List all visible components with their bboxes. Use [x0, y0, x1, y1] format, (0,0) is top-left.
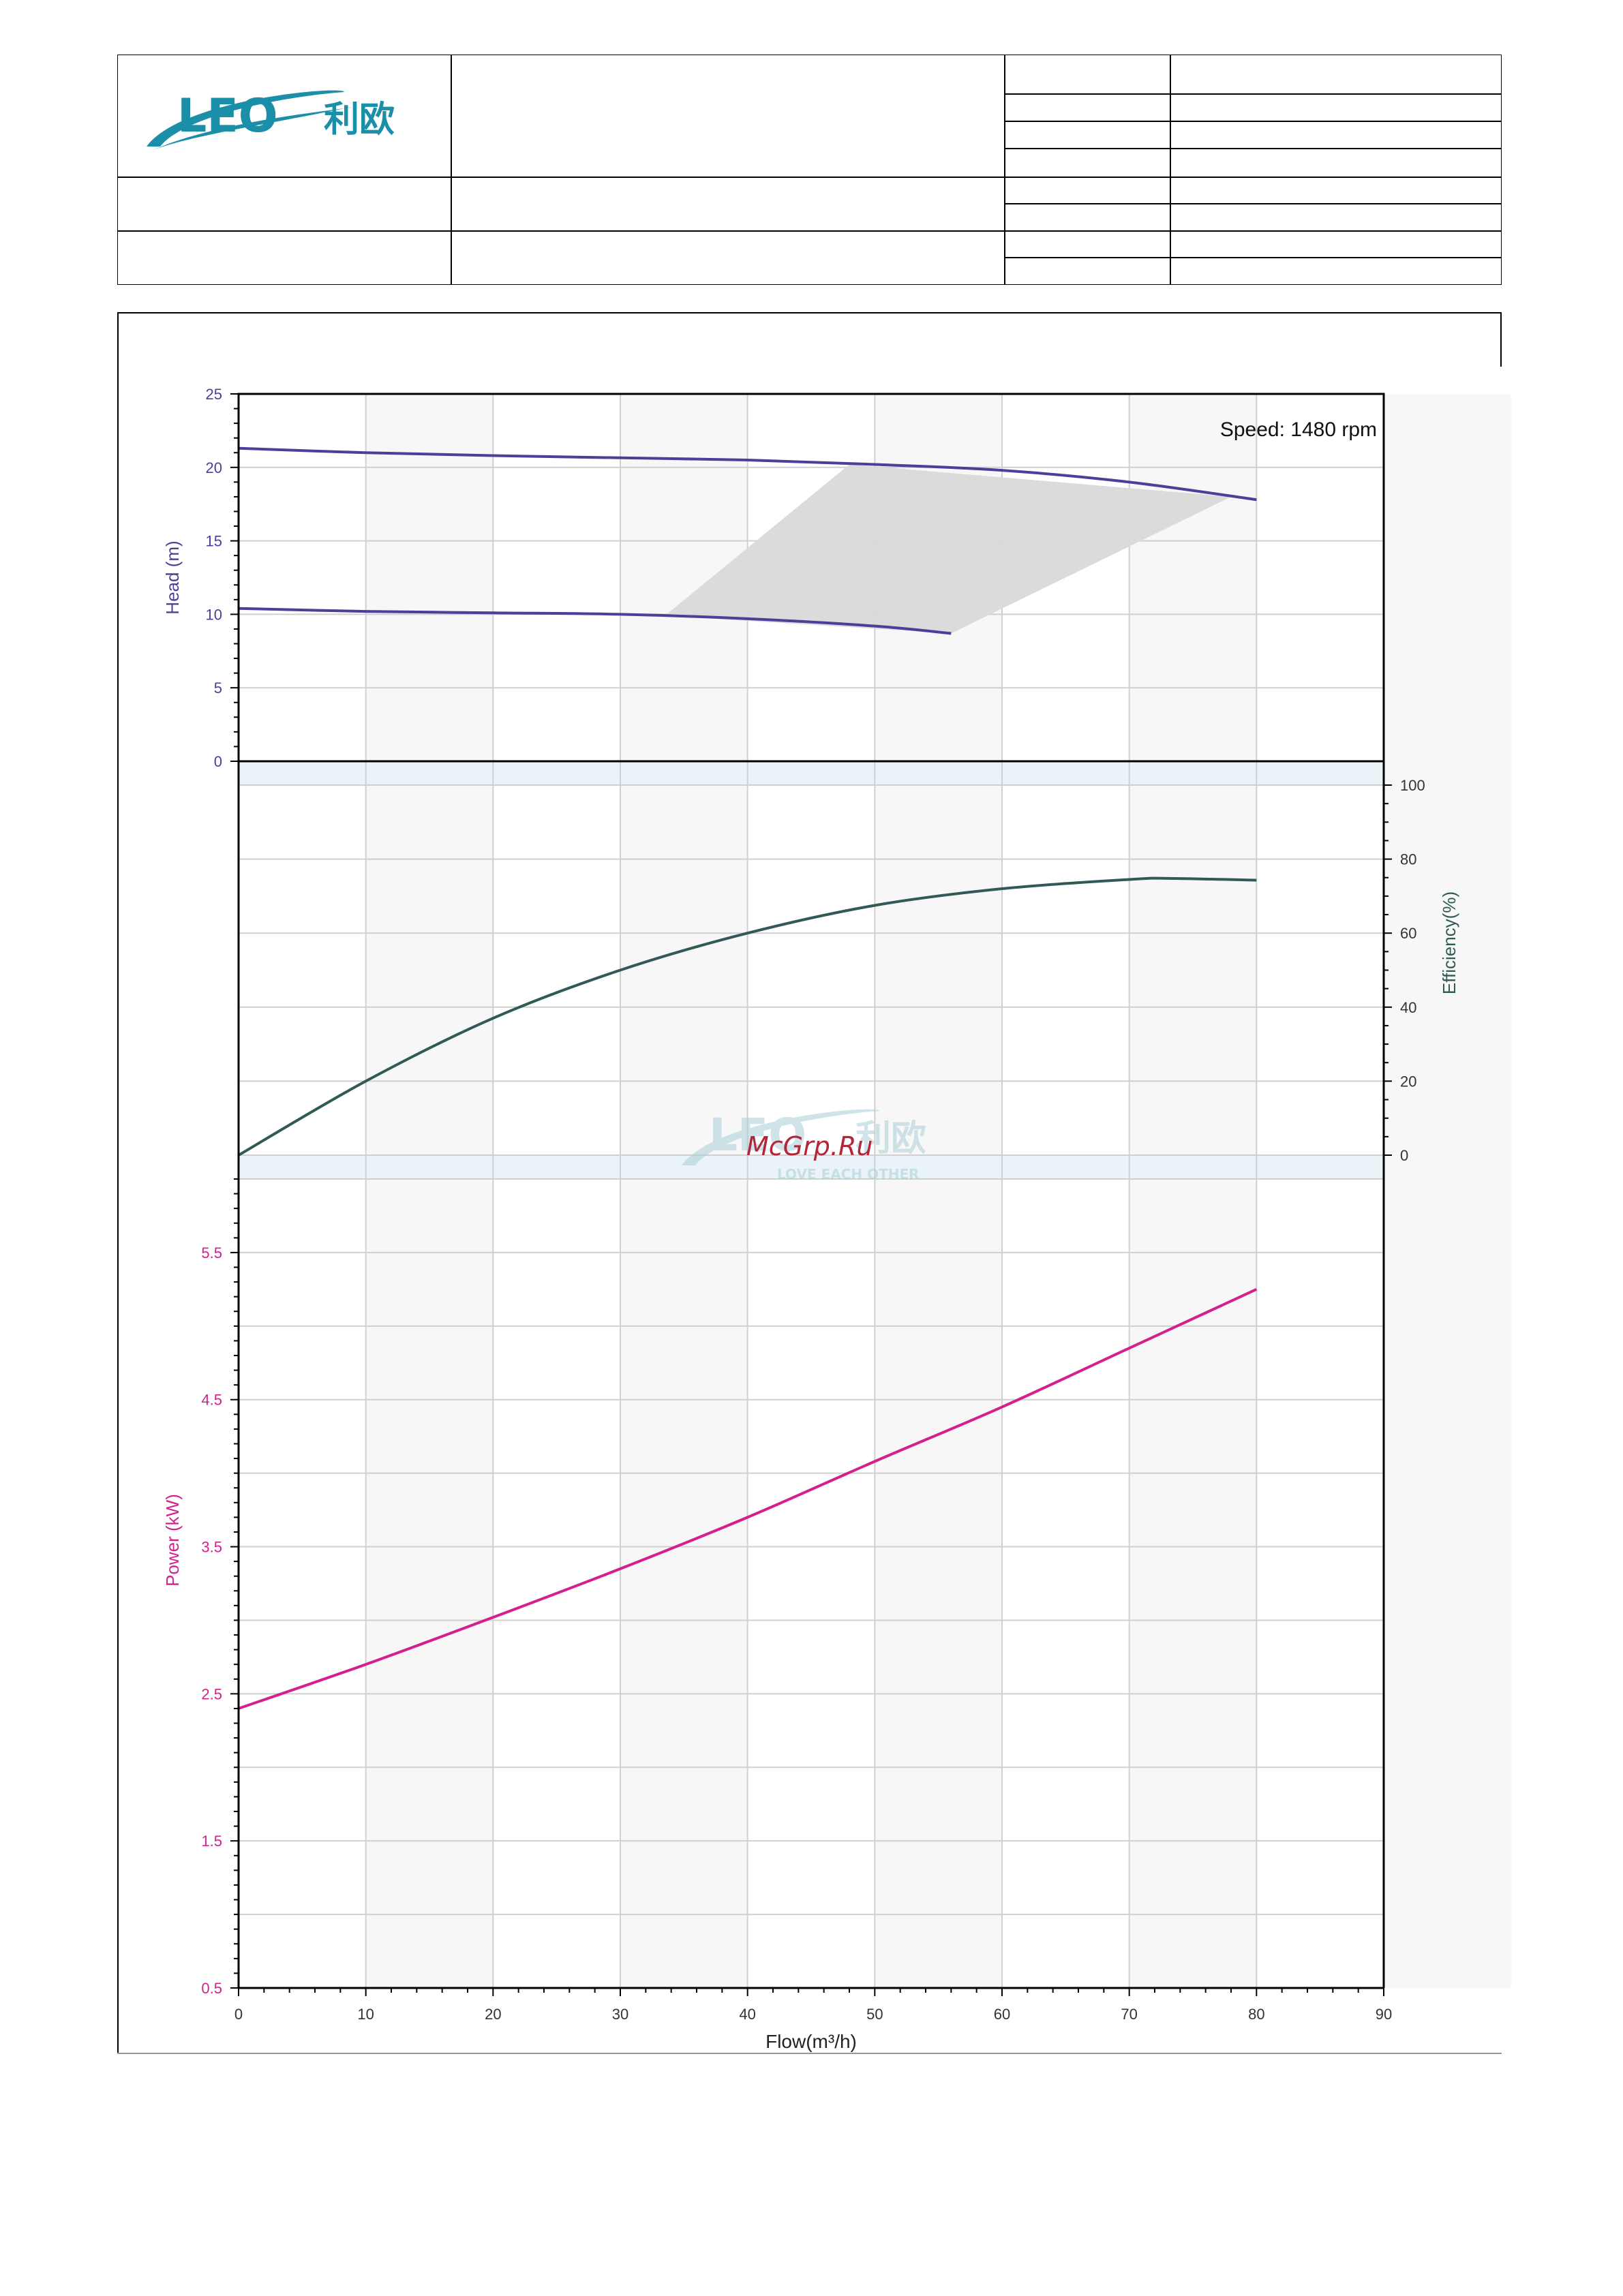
head-y-tick-label: 5 — [214, 679, 222, 697]
eff-y-tick-label: 0 — [1400, 1147, 1408, 1164]
x-tick-label: 20 — [485, 2006, 501, 2023]
efficiency-curve — [237, 876, 1257, 1157]
power-curve — [238, 1288, 1258, 1710]
pump-performance-chart: 05101520250204060801000.51.52.53.54.55.5… — [162, 386, 1511, 2052]
x-tick-label: 50 — [866, 2006, 883, 2023]
svg-text:LEO: LEO — [709, 1109, 806, 1161]
eff-y-tick-label: 100 — [1400, 777, 1425, 794]
power-axis-label: Power (kW) — [162, 1494, 183, 1587]
svg-text:利欧: 利欧 — [324, 100, 395, 140]
power-y-tick-label: 3.5 — [201, 1539, 222, 1556]
head-curve-2 — [238, 607, 952, 635]
plot-stripe — [1129, 394, 1257, 1988]
panel-separator-band — [239, 1155, 1384, 1179]
head-curve-1 — [238, 446, 1257, 502]
eff-y-tick-label: 60 — [1400, 925, 1416, 942]
head-y-tick-label: 15 — [206, 533, 222, 550]
x-tick-label: 60 — [994, 2006, 1010, 2023]
x-tick-label: 40 — [739, 2006, 755, 2023]
plot-stripe — [1384, 394, 1511, 1988]
svg-text:利欧: 利欧 — [855, 1118, 926, 1159]
x-tick-label: 30 — [612, 2006, 628, 2023]
head-y-tick-label: 0 — [214, 753, 222, 770]
power-y-tick-label: 1.5 — [201, 1833, 222, 1850]
watermark-logo: LEO 利欧 LOVE EACH OTHER — [675, 1090, 961, 1196]
x-tick-label: 90 — [1376, 2006, 1392, 2023]
power-y-tick-label: 2.5 — [201, 1685, 222, 1702]
watermark-swoosh-icon: LEO 利欧 LOVE EACH OTHER — [682, 1109, 926, 1182]
head-y-tick-label: 20 — [206, 459, 222, 476]
efficiency-axis-label: Efficiency(%) — [1439, 891, 1459, 994]
eff-y-tick-label: 40 — [1400, 999, 1416, 1016]
spec-header-table — [117, 55, 1502, 285]
x-tick-label: 80 — [1248, 2006, 1264, 2023]
brand-logo: LEO 利欧 — [140, 72, 440, 164]
leo-swoosh-logo-icon: LEO 利欧 — [147, 89, 395, 150]
head-axis-label: Head (m) — [162, 540, 183, 614]
power-y-tick-label: 0.5 — [201, 1980, 222, 1997]
x-tick-label: 70 — [1121, 2006, 1137, 2023]
x-axis-label: Flow(m³/h) — [765, 2031, 857, 2052]
power-y-tick-label: 5.5 — [201, 1244, 222, 1261]
power-y-tick-label: 4.5 — [201, 1392, 222, 1409]
head-y-tick-label: 25 — [206, 386, 222, 403]
x-tick-label: 10 — [357, 2006, 374, 2023]
panel-separator-band — [239, 761, 1384, 785]
speed-annotation: Speed: 1480 rpm — [1220, 418, 1377, 441]
chart-frame — [117, 312, 1502, 2054]
watermark-text: McGrp.Ru — [746, 1131, 873, 1161]
watermark-tagline: LOVE EACH OTHER — [777, 1166, 920, 1182]
plot-stripe — [620, 394, 748, 1988]
head-y-tick-label: 10 — [206, 606, 222, 623]
x-tick-label: 0 — [234, 2006, 243, 2023]
eff-y-tick-label: 20 — [1400, 1073, 1416, 1090]
eff-y-tick-label: 80 — [1400, 851, 1416, 868]
svg-text:LEO: LEO — [177, 89, 278, 143]
plot-stripe — [365, 394, 494, 1988]
operating-range-area — [665, 464, 1231, 634]
plot-stripe — [875, 394, 1002, 1988]
